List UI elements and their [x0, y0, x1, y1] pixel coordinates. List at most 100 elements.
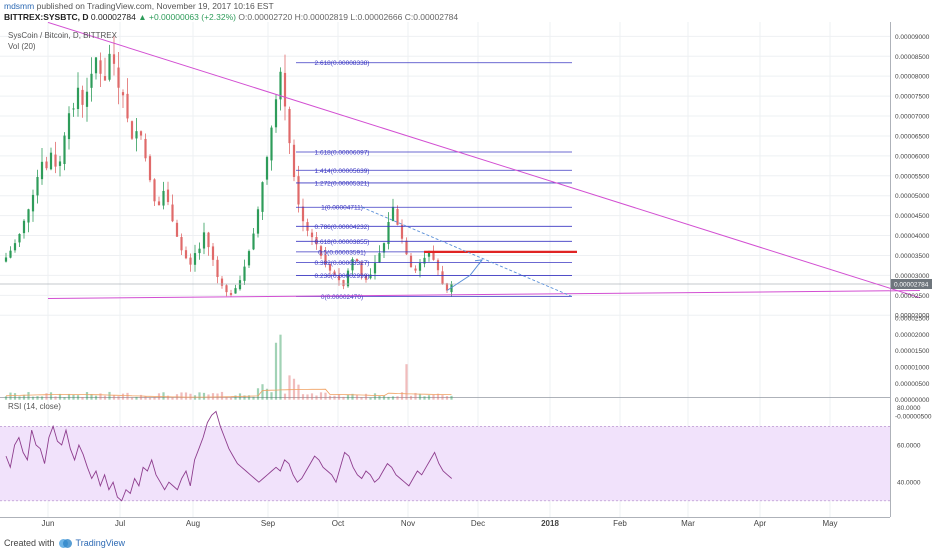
symbol-label[interactable]: BITTREX:SYSBTC, D: [4, 12, 89, 22]
volume-bar: [72, 394, 75, 400]
x-tick-label: Dec: [471, 519, 485, 528]
drawings[interactable]: [0, 22, 921, 300]
volume-bar: [432, 394, 435, 400]
candle-body: [418, 263, 422, 271]
candle-body: [58, 161, 62, 166]
current-price-tag: [891, 278, 932, 289]
ohlc-values: O:0.00002720 H:0.00002819 L:0.00002666 C…: [238, 12, 459, 22]
volume-bar: [117, 396, 120, 400]
volume-bar: [315, 395, 318, 400]
volume-bar: [270, 392, 273, 400]
candle-body: [99, 60, 102, 74]
volume-bar: [54, 396, 57, 400]
candle-body: [229, 293, 233, 295]
y-tick-label: 0.00007500: [895, 94, 930, 101]
volume-bar: [409, 395, 413, 400]
volume-bar: [153, 397, 156, 400]
x-tick-label: Apr: [754, 519, 767, 528]
candle-body: [216, 259, 219, 277]
volume-bar: [211, 393, 215, 400]
candle-body: [207, 232, 210, 248]
author-link[interactable]: mdsmm: [4, 1, 35, 11]
volume-bar: [427, 395, 431, 400]
volume-bar: [436, 393, 440, 400]
candle-body: [211, 246, 215, 260]
volume-bar: [90, 393, 93, 400]
volume-bar: [31, 396, 35, 400]
volume-bar: [351, 393, 354, 400]
tradingview-brand[interactable]: TradingView: [75, 538, 126, 548]
x-tick-label: Sep: [261, 519, 276, 528]
candle-body: [391, 206, 395, 222]
candle-body: [144, 138, 147, 159]
volume-indicator-label: Vol (20): [8, 42, 36, 51]
volume-bar: [198, 392, 201, 400]
candle-body: [328, 264, 332, 271]
volume-bar: [108, 391, 111, 400]
y-tick-label: 0.00008000: [895, 74, 930, 81]
volume-bar: [364, 393, 368, 400]
created-with-label: Created with: [4, 538, 55, 548]
volume-bar: [243, 395, 246, 400]
volume-bar: [369, 397, 372, 400]
volume-bar: [18, 396, 21, 400]
candle-body: [189, 257, 192, 265]
volume-bar: [81, 396, 84, 400]
volume-bar: [283, 393, 287, 400]
candle-body: [45, 161, 48, 169]
descending-trendline: [47, 22, 921, 299]
price-change: +0.00000063 (+2.32%): [149, 12, 236, 22]
candle-body: [297, 176, 300, 205]
candle-body: [252, 233, 255, 250]
fib-level-label: 0.786(0.00004232): [315, 224, 370, 231]
fibonacci-extension[interactable]: 0(0.00002470) 0.236(0.00002999) 0.382(0.00…: [296, 60, 572, 301]
candle-body: [54, 154, 57, 167]
candle-body: [166, 189, 170, 203]
candle-body: [36, 176, 39, 196]
volume-bar: [220, 391, 224, 400]
volume-bar: [4, 396, 8, 400]
volume-bar: [256, 388, 260, 400]
candle-body: [184, 250, 188, 259]
candle-body: [202, 232, 206, 249]
fib-level-label: 1(0.00004711): [321, 205, 363, 212]
volume-bar: [99, 393, 102, 400]
candle-body: [405, 240, 408, 255]
candle-body: [198, 248, 201, 254]
volume-bar: [22, 394, 26, 400]
candle-body: [310, 232, 314, 238]
candle-body: [382, 243, 386, 253]
volume-bar: [382, 395, 386, 400]
volume-bar: [450, 395, 453, 400]
volume-bar: [337, 394, 341, 400]
volume-bar: [396, 396, 399, 400]
fib-level-label: 2.618(0.00008338): [315, 60, 370, 67]
candle-body: [427, 252, 431, 257]
last-price: 0.00002784: [90, 12, 136, 22]
volume-bar: [301, 394, 305, 400]
volume-bar: [193, 395, 197, 400]
volume-bar: [288, 375, 291, 400]
candle-body: [27, 209, 30, 223]
volume-bar: [162, 392, 165, 400]
arrow-head-icon: [474, 259, 484, 265]
volume-ma-line: [5, 388, 452, 398]
volume-bar: [405, 364, 408, 400]
candle-body: [112, 54, 116, 64]
candle-body: [238, 280, 242, 290]
volume-tick-label: 0.00001000: [895, 365, 930, 372]
volume-bar: [13, 393, 17, 400]
main-pane-title: SysCoin / Bitcoin, D, BITTREX: [8, 31, 118, 40]
candle-body: [409, 255, 413, 268]
candle-body: [319, 246, 323, 256]
chart-canvas[interactable]: 0(0.00002470) 0.236(0.00002999) 0.382(0.00…: [0, 22, 932, 528]
y-tick-label: 0.00004000: [895, 233, 930, 240]
candle-body: [256, 209, 260, 234]
candle-body: [387, 222, 390, 245]
candle-body: [436, 260, 440, 271]
x-tick-label: Nov: [401, 519, 415, 528]
candle-body: [351, 259, 354, 271]
candle-body: [126, 93, 129, 119]
fib-level-label: 1.618(0.00006097): [315, 150, 370, 157]
volume-bar: [45, 393, 48, 400]
